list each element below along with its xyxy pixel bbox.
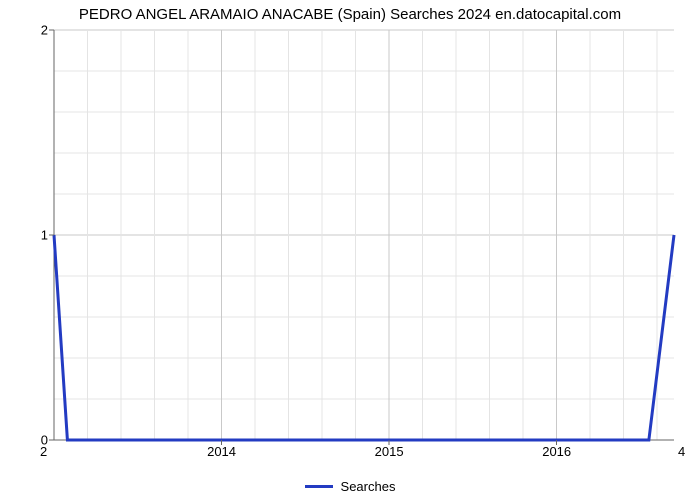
x-tick-label: 2016 — [542, 444, 571, 459]
x-tick-label: 2014 — [207, 444, 236, 459]
x-tick-label: 2015 — [375, 444, 404, 459]
chart-title: PEDRO ANGEL ARAMAIO ANACABE (Spain) Sear… — [0, 6, 700, 23]
corner-label-bottom-left: 2 — [40, 444, 47, 459]
y-tick-label: 1 — [8, 228, 48, 243]
corner-label-bottom-right: 4 — [678, 444, 685, 459]
chart-container: PEDRO ANGEL ARAMAIO ANACABE (Spain) Sear… — [0, 0, 700, 500]
plot-area — [54, 30, 674, 440]
legend-line-icon — [305, 485, 333, 488]
plot-svg — [54, 30, 674, 440]
legend: Searches — [0, 478, 700, 494]
series-line — [54, 235, 674, 440]
legend-label: Searches — [341, 479, 396, 494]
y-tick-label: 2 — [8, 23, 48, 38]
